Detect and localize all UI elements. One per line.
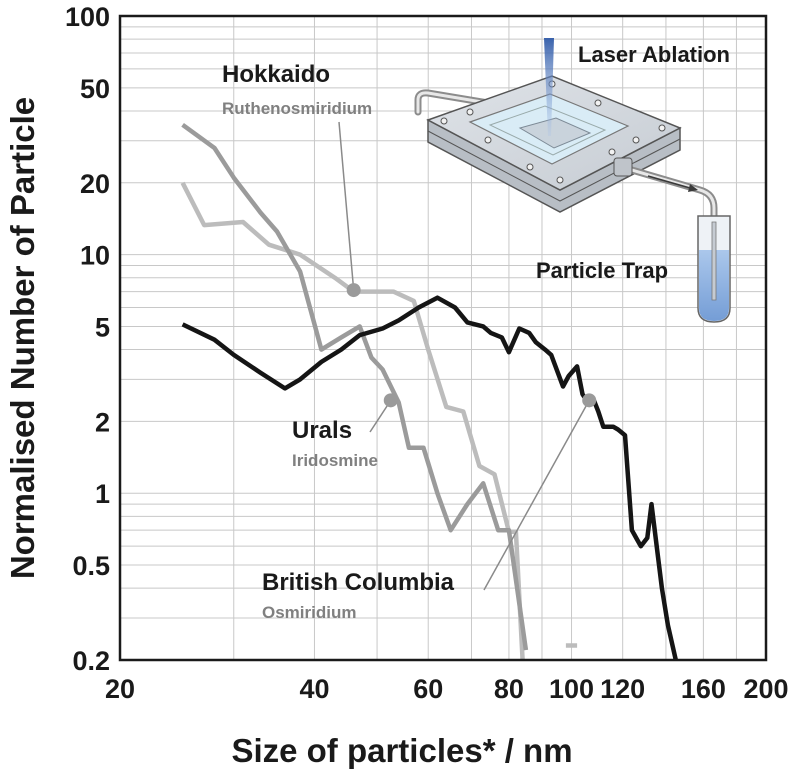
series-line-urals	[181, 122, 529, 651]
y-tick-label: 100	[65, 2, 110, 32]
series-marker-1	[383, 393, 398, 408]
series-labels: Hokkaido Ruthenosmiridium Urals Iridosmine B…	[222, 61, 455, 622]
series-marker-2	[582, 393, 597, 408]
grid	[120, 16, 766, 660]
y-tick-label: 50	[80, 74, 110, 104]
x-tick-label: 120	[600, 674, 645, 704]
series-label-mineral: Osmiridium	[262, 603, 356, 622]
series-marker-0	[346, 283, 361, 298]
y-tick-label: 2	[95, 407, 110, 437]
outlet-tube	[621, 164, 718, 224]
series-line-hokkaido	[180, 181, 525, 661]
series-line-british-columbia	[181, 295, 678, 661]
x-tick-label: 80	[494, 674, 524, 704]
series-label-name: British Columbia	[262, 569, 455, 596]
x-tick-label: 160	[681, 674, 726, 704]
x-axis-ticks: 20 40 60 80 100 120 160 200	[105, 674, 789, 704]
y-tick-label: 0.5	[72, 551, 110, 581]
x-tick-label: 100	[549, 674, 594, 704]
series-label-mineral: Ruthenosmiridium	[222, 99, 372, 118]
series-markers	[346, 283, 597, 408]
series-lines	[180, 122, 678, 661]
y-tick-label: 0.2	[72, 646, 110, 676]
leader-0	[338, 121, 355, 291]
x-axis-title: Size of particles* / nm	[231, 732, 572, 769]
y-axis-title: Normalised Number of Particle	[4, 97, 41, 579]
y-tick-label: 20	[80, 169, 110, 199]
x-tick-label: 60	[413, 674, 443, 704]
y-axis-ticks: 0.2 0.5 1 2 5 10 20 50 100	[65, 2, 110, 676]
inset-illustration: Laser Ablation Particle Trap	[414, 38, 731, 323]
series-label-mineral: Iridosmine	[292, 451, 378, 470]
x-tick-label: 40	[299, 674, 329, 704]
leader-2	[483, 399, 590, 591]
series-label-name: Hokkaido	[222, 61, 330, 88]
x-tick-label: 200	[743, 674, 788, 704]
y-tick-label: 1	[95, 479, 110, 509]
screws	[440, 80, 666, 184]
laser-beam	[544, 38, 554, 136]
particle-trap-label: Particle Trap	[536, 258, 668, 283]
sample	[518, 117, 592, 149]
y-tick-label: 5	[95, 312, 110, 342]
x-tick-label: 20	[105, 674, 135, 704]
plot-frame	[118, 14, 768, 662]
series-label-name: Urals	[292, 417, 352, 444]
y-tick-label: 10	[80, 241, 110, 271]
laser-ablation-label: Laser Ablation	[578, 42, 730, 67]
